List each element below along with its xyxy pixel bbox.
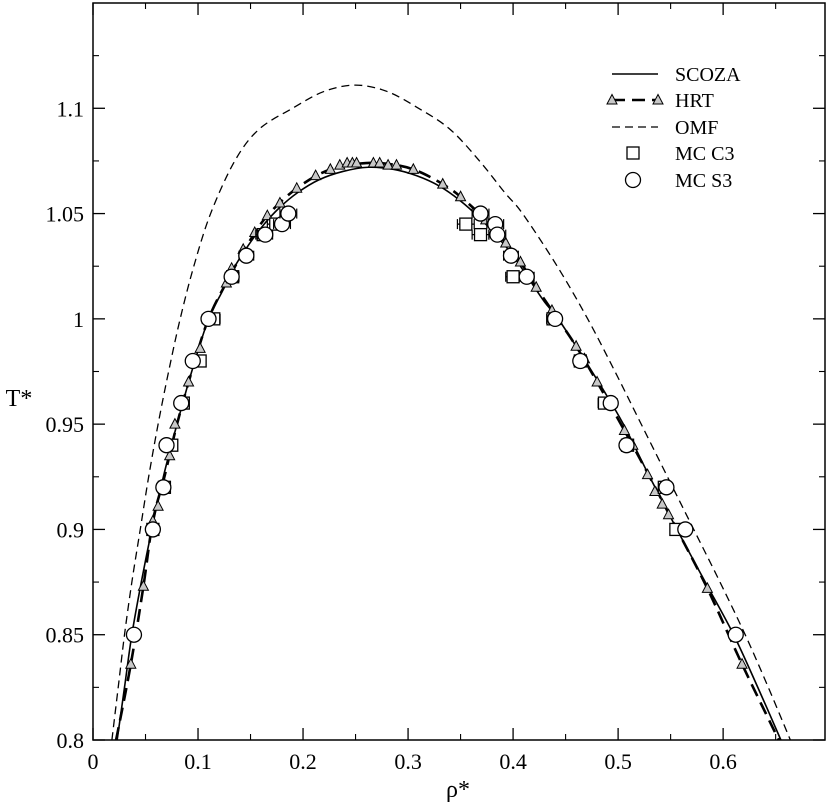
hrt-marker <box>618 423 631 435</box>
plot-frame <box>92 2 826 741</box>
hrt-marker <box>570 339 582 351</box>
hrt-marker <box>656 497 669 509</box>
mc-s3-marker <box>173 394 190 412</box>
hrt-marker <box>324 162 337 174</box>
x-axis-label: ρ* <box>446 777 470 803</box>
series-layer <box>111 84 791 741</box>
hrt-marker <box>641 468 654 480</box>
legend-item-mc-c3: MC C3 <box>626 143 734 165</box>
omf-curve <box>111 84 791 741</box>
hrt-curve <box>114 161 780 741</box>
legend-item-mc-s3: MC S3 <box>624 170 732 192</box>
mc-s3-marker <box>184 352 201 370</box>
mc-s3-marker <box>155 479 172 496</box>
mc-s3-marker <box>658 479 675 496</box>
y-tick-label: 1 <box>73 307 84 332</box>
hrt-marker <box>530 280 543 292</box>
mc-c3-marker <box>506 270 520 284</box>
hrt-marker <box>390 158 403 170</box>
mc-s3-marker <box>546 310 564 328</box>
legend-marker-sample <box>624 171 642 189</box>
legend-label-scoza: SCOZA <box>675 64 741 86</box>
hrt-marker <box>736 657 748 669</box>
hrt-marker <box>124 657 137 669</box>
mc-s3-marker <box>677 521 694 538</box>
y-axis-label: T* <box>6 386 33 412</box>
legend-marker-sample <box>652 93 664 105</box>
mc-s3-marker <box>257 226 274 243</box>
mc-s3-marker <box>280 205 297 222</box>
hrt-marker <box>290 181 303 193</box>
hrt-marker <box>350 156 363 168</box>
mc-s3-marker <box>618 437 635 454</box>
mc-s3-marker <box>602 394 619 412</box>
hrt-marker <box>499 236 512 248</box>
hrt-marker <box>649 484 661 497</box>
legend-label-hrt: HRT <box>675 90 714 112</box>
hrt-marker <box>701 581 714 593</box>
y-tick-label: 1.05 <box>46 202 85 227</box>
mc-c3-markers <box>146 217 683 537</box>
legend-item-omf: OMF <box>612 117 718 139</box>
axis-layer: 0 0.1 0.2 0.3 0.4 0.5 0.6 0.8 0.85 0.9 0.95 1 1.05 1.… <box>46 2 826 774</box>
legend-item-hrt: HRT <box>606 90 714 112</box>
legend-marker-sample <box>626 146 640 160</box>
x-tick-label: 0 <box>88 749 99 774</box>
legend-label-mc-c3: MC C3 <box>675 143 734 165</box>
mc-s3-marker <box>518 268 535 285</box>
mc-s3-marker <box>238 247 255 264</box>
hrt-marker <box>407 162 420 174</box>
hrt-markers <box>124 156 748 669</box>
scoza-curve <box>116 166 782 741</box>
y-tick-label: 0.9 <box>57 517 85 542</box>
hrt-marker <box>194 341 206 353</box>
mc-c3-marker <box>473 227 488 242</box>
hrt-marker <box>373 156 386 168</box>
hrt-marker <box>382 158 394 170</box>
hrt-marker <box>152 499 164 511</box>
hrt-marker <box>163 449 176 461</box>
legend: SCOZA HRT OMF MC C3 MC S3 <box>606 64 741 192</box>
mc-s3-markers <box>125 205 744 643</box>
mc-s3-marker <box>200 310 217 328</box>
y-tick-label: 0.85 <box>46 623 85 648</box>
x-tick-label: 0.3 <box>394 749 422 774</box>
hrt-marker <box>662 508 675 520</box>
y-tick-label: 1.1 <box>57 96 85 121</box>
hrt-marker <box>169 417 181 429</box>
hrt-marker <box>436 177 449 189</box>
mc-s3-marker <box>727 626 744 643</box>
hrt-marker <box>274 196 286 208</box>
y-tick-label: 0.8 <box>57 728 85 753</box>
mc-s3-marker <box>489 226 506 243</box>
x-tick-label: 0.2 <box>289 749 317 774</box>
hrt-marker <box>514 255 527 267</box>
y-tick-label: 0.95 <box>46 412 85 437</box>
hrt-marker <box>309 169 322 181</box>
legend-marker-sample <box>606 93 618 105</box>
x-tick-label: 0.6 <box>709 749 737 774</box>
legend-label-omf: OMF <box>675 117 718 139</box>
legend-item-scoza: SCOZA <box>612 64 741 86</box>
hrt-marker <box>454 190 467 202</box>
hrt-marker <box>591 375 603 387</box>
mc-s3-marker <box>472 205 489 222</box>
mc-s3-marker <box>572 352 589 370</box>
hrt-marker <box>137 579 150 591</box>
mc-s3-marker <box>223 268 240 285</box>
mc-s3-marker <box>144 521 162 538</box>
hrt-marker <box>182 375 195 387</box>
mc-s3-marker <box>125 626 143 643</box>
legend-label-mc-s3: MC S3 <box>675 170 732 192</box>
mc-s3-marker <box>502 247 520 264</box>
mc-c3-marker <box>459 217 473 231</box>
x-tick-label: 0.4 <box>499 749 527 774</box>
x-tick-label: 0.5 <box>604 749 632 774</box>
mc-s3-marker <box>158 437 175 454</box>
x-tick-label: 0.1 <box>184 749 212 774</box>
